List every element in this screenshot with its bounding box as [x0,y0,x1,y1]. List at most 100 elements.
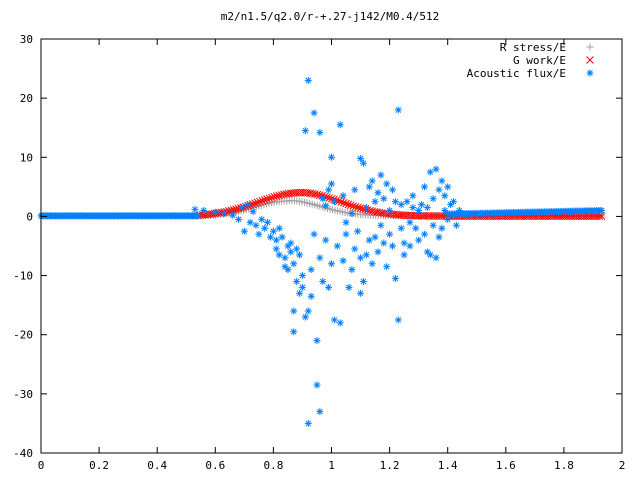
legend-marker [586,56,594,64]
chart-title: m2/n1.5/q2.0/r-+.27-j142/M0.4/512 [221,10,440,23]
data-point [293,245,301,253]
data-point [368,177,376,185]
data-point [269,227,277,235]
data-point [260,196,269,204]
data-point [344,200,353,209]
data-point [426,168,434,176]
data-point [211,208,219,216]
data-point [229,211,237,219]
data-point [349,202,358,210]
data-point [412,224,420,232]
data-point [351,202,360,211]
data-point [351,186,359,194]
data-point [311,190,319,198]
data-point [444,215,452,223]
data-point [298,283,306,291]
y-tick-label: -40 [13,447,33,460]
data-point [235,215,243,223]
data-point [371,233,379,241]
data-point [293,277,301,285]
data-point [339,192,347,200]
data-point [272,192,281,201]
x-tick-label: 1.8 [554,459,574,472]
data-point [255,230,263,238]
data-point [432,165,440,173]
x-tick-label: 1 [328,459,335,472]
data-point [330,198,338,206]
data-point [357,154,365,162]
data-point [409,204,417,212]
data-point [307,266,315,274]
data-point [316,408,324,416]
data-point [316,254,324,262]
data-point [397,201,405,209]
axes: 0 0.2 0.4 0.6 0.8 1 1.2 1.4 1.6 1.8 2 30 20 10 0 -10 -20… [13,33,625,472]
data-point [438,177,446,185]
x-tick-label: 0.4 [147,459,167,472]
data-point [275,224,283,232]
data-point [420,230,428,238]
data-point [403,198,411,206]
data-point [304,419,312,427]
data-point [284,266,292,274]
data-point [426,251,434,259]
data-point [354,227,362,235]
y-tick-label: -30 [13,388,33,401]
data-point [258,196,267,205]
data-point [220,209,228,217]
data-point [598,207,606,215]
data-point [365,183,373,191]
data-point [365,236,373,244]
data-point [191,205,199,213]
data-point [318,191,326,200]
data-point [290,260,298,268]
data-point [377,171,385,179]
data-point [435,233,443,241]
data-point [429,195,437,203]
y-tick-label: 0 [26,210,33,223]
data-point [313,190,322,199]
data-point [362,251,370,259]
x-tick-label: 0 [38,459,45,472]
data-point [339,198,348,207]
data-point [362,204,370,212]
data-point [423,204,431,212]
x-tick-label: 2 [619,459,626,472]
data-point [429,221,437,229]
data-point [441,192,449,200]
data-point [248,200,257,208]
data-point [597,212,606,220]
data-point [290,328,298,336]
data-point [386,207,394,215]
data-point [357,254,365,262]
data-point [266,233,274,241]
legend-label: R stress/E [500,41,566,54]
data-point [256,197,264,206]
data-point [253,198,262,207]
data-point [280,190,288,199]
data-point [359,277,367,285]
data-point [304,307,312,315]
data-point [322,202,330,210]
data-point [354,203,362,212]
data-point [389,242,397,250]
data-point [339,257,347,265]
y-tick-label: 30 [20,33,33,46]
data-point [348,209,356,217]
data-point [268,193,276,202]
data-point [409,192,417,200]
data-point [391,275,399,283]
x-tick-label: 1.6 [496,459,516,472]
data-point [452,221,460,229]
data-point [287,248,295,256]
data-point [351,245,359,253]
data-point [336,121,344,129]
data-point [444,183,452,191]
data-point [243,201,251,209]
data-point [391,198,399,206]
data-point [357,289,365,297]
data-point [237,204,245,212]
data-point [447,201,455,209]
y-tick-label: -10 [13,270,33,283]
